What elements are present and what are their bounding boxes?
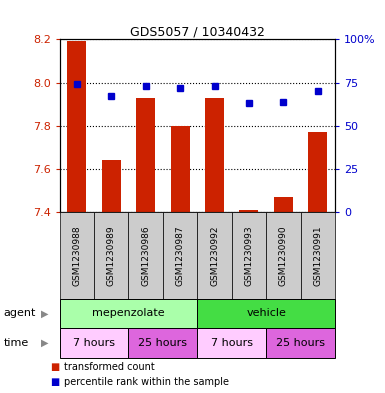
Text: GSM1230989: GSM1230989 [107, 225, 116, 286]
Bar [129, 212, 163, 299]
Bar [197, 212, 232, 299]
Bar [60, 299, 197, 328]
Bar [60, 212, 94, 299]
Bar [136, 97, 155, 212]
Text: ■: ■ [50, 362, 59, 372]
Bar [301, 212, 335, 299]
Text: GSM1230990: GSM1230990 [279, 225, 288, 286]
Bar [205, 97, 224, 212]
Bar [232, 212, 266, 299]
Text: time: time [4, 338, 29, 348]
Text: GSM1230993: GSM1230993 [244, 225, 253, 286]
Bar [266, 212, 301, 299]
Bar [308, 132, 327, 212]
Bar [239, 210, 258, 212]
Bar [266, 328, 335, 358]
Text: 7 hours: 7 hours [73, 338, 115, 348]
Text: mepenzolate: mepenzolate [92, 309, 165, 318]
Text: ■: ■ [50, 377, 59, 387]
Text: 25 hours: 25 hours [276, 338, 325, 348]
Text: 7 hours: 7 hours [211, 338, 253, 348]
Text: ▶: ▶ [40, 338, 48, 348]
Text: GSM1230991: GSM1230991 [313, 225, 322, 286]
Bar [274, 197, 293, 212]
Bar [94, 212, 129, 299]
Bar [102, 160, 121, 212]
Bar [163, 212, 197, 299]
Text: ▶: ▶ [40, 309, 48, 318]
Text: 25 hours: 25 hours [138, 338, 187, 348]
Bar [197, 328, 266, 358]
Bar [67, 41, 86, 212]
Text: transformed count: transformed count [64, 362, 154, 372]
Text: GSM1230987: GSM1230987 [176, 225, 185, 286]
Text: GSM1230988: GSM1230988 [72, 225, 81, 286]
Text: percentile rank within the sample: percentile rank within the sample [64, 377, 229, 387]
Title: GDS5057 / 10340432: GDS5057 / 10340432 [130, 25, 265, 38]
Bar [129, 328, 197, 358]
Bar [171, 126, 189, 212]
Bar [197, 299, 335, 328]
Text: agent: agent [4, 309, 36, 318]
Text: GSM1230992: GSM1230992 [210, 225, 219, 286]
Text: GSM1230986: GSM1230986 [141, 225, 150, 286]
Text: vehicle: vehicle [246, 309, 286, 318]
Bar [60, 328, 129, 358]
